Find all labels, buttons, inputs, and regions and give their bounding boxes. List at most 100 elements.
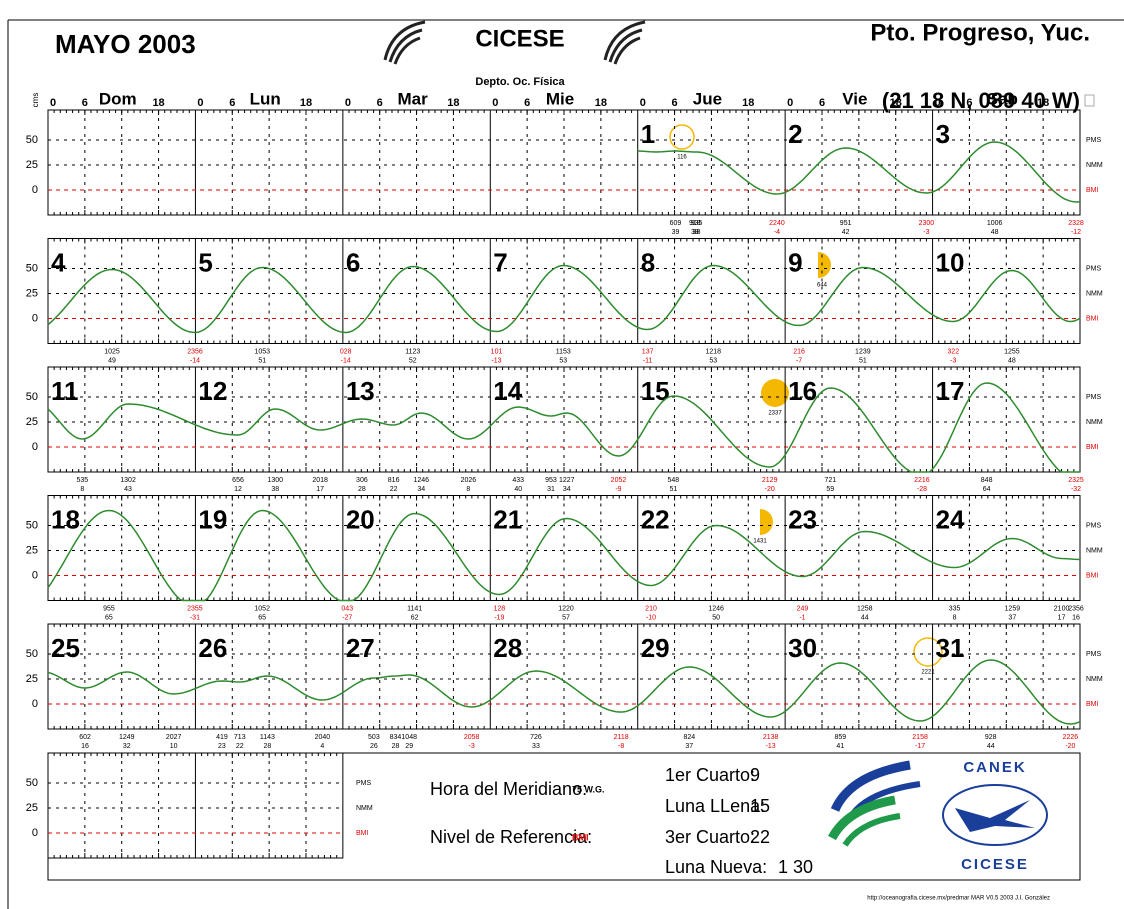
extreme-time: 043: [341, 605, 353, 612]
hour-label: 0: [640, 97, 646, 109]
extreme-time: 1220: [558, 605, 574, 612]
extreme-time: 1258: [857, 605, 873, 612]
day-number: 19: [198, 504, 227, 534]
extreme-time: 2058: [464, 734, 480, 741]
phase-name: 3er Cuarto:: [665, 827, 755, 847]
extreme-time: 2040: [315, 734, 331, 741]
extreme-height: 16: [81, 743, 89, 750]
extreme-time: 335: [949, 605, 961, 612]
extreme-time: 101: [491, 348, 503, 355]
extreme-height: 17: [1058, 614, 1066, 621]
extreme-height: -1: [799, 614, 805, 621]
extreme-height: 48: [1008, 357, 1016, 364]
extreme-height: 65: [258, 614, 266, 621]
hour-label: 18: [890, 97, 902, 109]
extreme-height: 34: [417, 486, 425, 493]
extreme-time: 859: [834, 734, 846, 741]
y-tick-label: 25: [26, 159, 38, 171]
extreme-time: 935: [691, 220, 703, 227]
location: Pto. Progreso, Yuc.: [870, 19, 1090, 46]
extreme-height: 64: [983, 486, 991, 493]
level-label: BMI: [1086, 701, 1099, 708]
extreme-time: 1246: [708, 605, 724, 612]
hour-label: 6: [819, 97, 825, 109]
extreme-height: 37: [685, 743, 693, 750]
extreme-time: 1025: [104, 348, 120, 355]
logo-oval: [942, 784, 1048, 846]
extreme-height: 4: [320, 743, 324, 750]
level-label: PMS: [1086, 522, 1102, 529]
last-quarter: [760, 509, 773, 535]
extreme-time: 249: [797, 605, 809, 612]
extreme-height: 10: [170, 743, 178, 750]
phase-name: Luna Nueva:: [665, 857, 767, 877]
tide-curve: [47, 509, 1081, 602]
extreme-time: 1218: [705, 348, 721, 355]
y-tick-label: 25: [26, 802, 38, 814]
y-tick-label: 25: [26, 287, 38, 299]
hour-label: 6: [82, 97, 88, 109]
hour-label: 6: [229, 97, 235, 109]
day-number: 20: [346, 504, 375, 534]
extreme-height: 28: [358, 486, 366, 493]
extreme-time: 1048: [401, 734, 417, 741]
hour-label: 6: [672, 97, 678, 109]
extreme-time: 419: [216, 734, 228, 741]
extreme-time: 928: [985, 734, 997, 741]
day-number: 17: [936, 376, 965, 406]
extreme-time: 535: [76, 477, 88, 484]
y-tick-label: 25: [26, 673, 38, 685]
extreme-height: 38: [691, 229, 699, 236]
logo-top: CANEK: [963, 759, 1026, 776]
extreme-height: 17: [316, 486, 324, 493]
y-tick-label: 25: [26, 544, 38, 556]
extreme-height: -11: [643, 357, 653, 364]
legend-box: [47, 752, 1081, 881]
extreme-height: -3: [923, 229, 929, 236]
extreme-height: 8: [466, 486, 470, 493]
level-label: PMS: [1086, 265, 1102, 272]
extreme-height: 40: [514, 486, 522, 493]
extreme-height: -9: [615, 486, 621, 493]
extreme-height: 29: [405, 743, 413, 750]
level-label: NMM: [1086, 547, 1103, 554]
coordinates: (21 18 N, 089 40 W): [882, 88, 1080, 113]
y-tick-label: 50: [26, 519, 38, 531]
moon-label: 1431: [753, 539, 767, 545]
extreme-time: 433: [512, 477, 524, 484]
meridian-value: 75 W.G.: [572, 784, 605, 794]
extreme-time: 210: [645, 605, 657, 612]
phase-days: 1 30: [778, 857, 813, 877]
tide-curve: [47, 264, 1081, 334]
extreme-time: 306: [356, 477, 368, 484]
phase-days: 9: [750, 765, 760, 785]
extreme-height: 31: [547, 486, 555, 493]
extreme-time: 918: [689, 220, 701, 227]
day-number: 25: [51, 633, 80, 663]
reference-value: BMI: [572, 832, 589, 842]
extreme-time: 848: [981, 477, 993, 484]
extreme-time: 1143: [260, 734, 275, 741]
y-tick-label: 50: [26, 262, 38, 274]
extreme-time: 1123: [405, 348, 420, 355]
extreme-height: -32: [1071, 486, 1081, 493]
hour-label: 0: [492, 97, 498, 109]
full-moon: [761, 379, 789, 407]
y-tick-label: 50: [26, 391, 38, 403]
day-number: 26: [198, 633, 227, 663]
day-number: 28: [493, 633, 522, 663]
extreme-time: 503: [368, 734, 380, 741]
extreme-time: 713: [234, 734, 246, 741]
extreme-height: -31: [190, 614, 200, 621]
level-label: NMM: [356, 805, 373, 812]
extreme-height: 41: [836, 743, 844, 750]
y-tick-label: 0: [32, 312, 38, 324]
extreme-time: 2328: [1068, 220, 1084, 227]
extreme-time: 322: [947, 348, 959, 355]
hour-label: 6: [377, 97, 383, 109]
day-number: 9: [788, 247, 802, 277]
hour-label: 18: [742, 97, 754, 109]
extreme-height: 50: [712, 614, 720, 621]
extreme-height: 51: [669, 486, 677, 493]
extreme-time: 816: [388, 477, 400, 484]
